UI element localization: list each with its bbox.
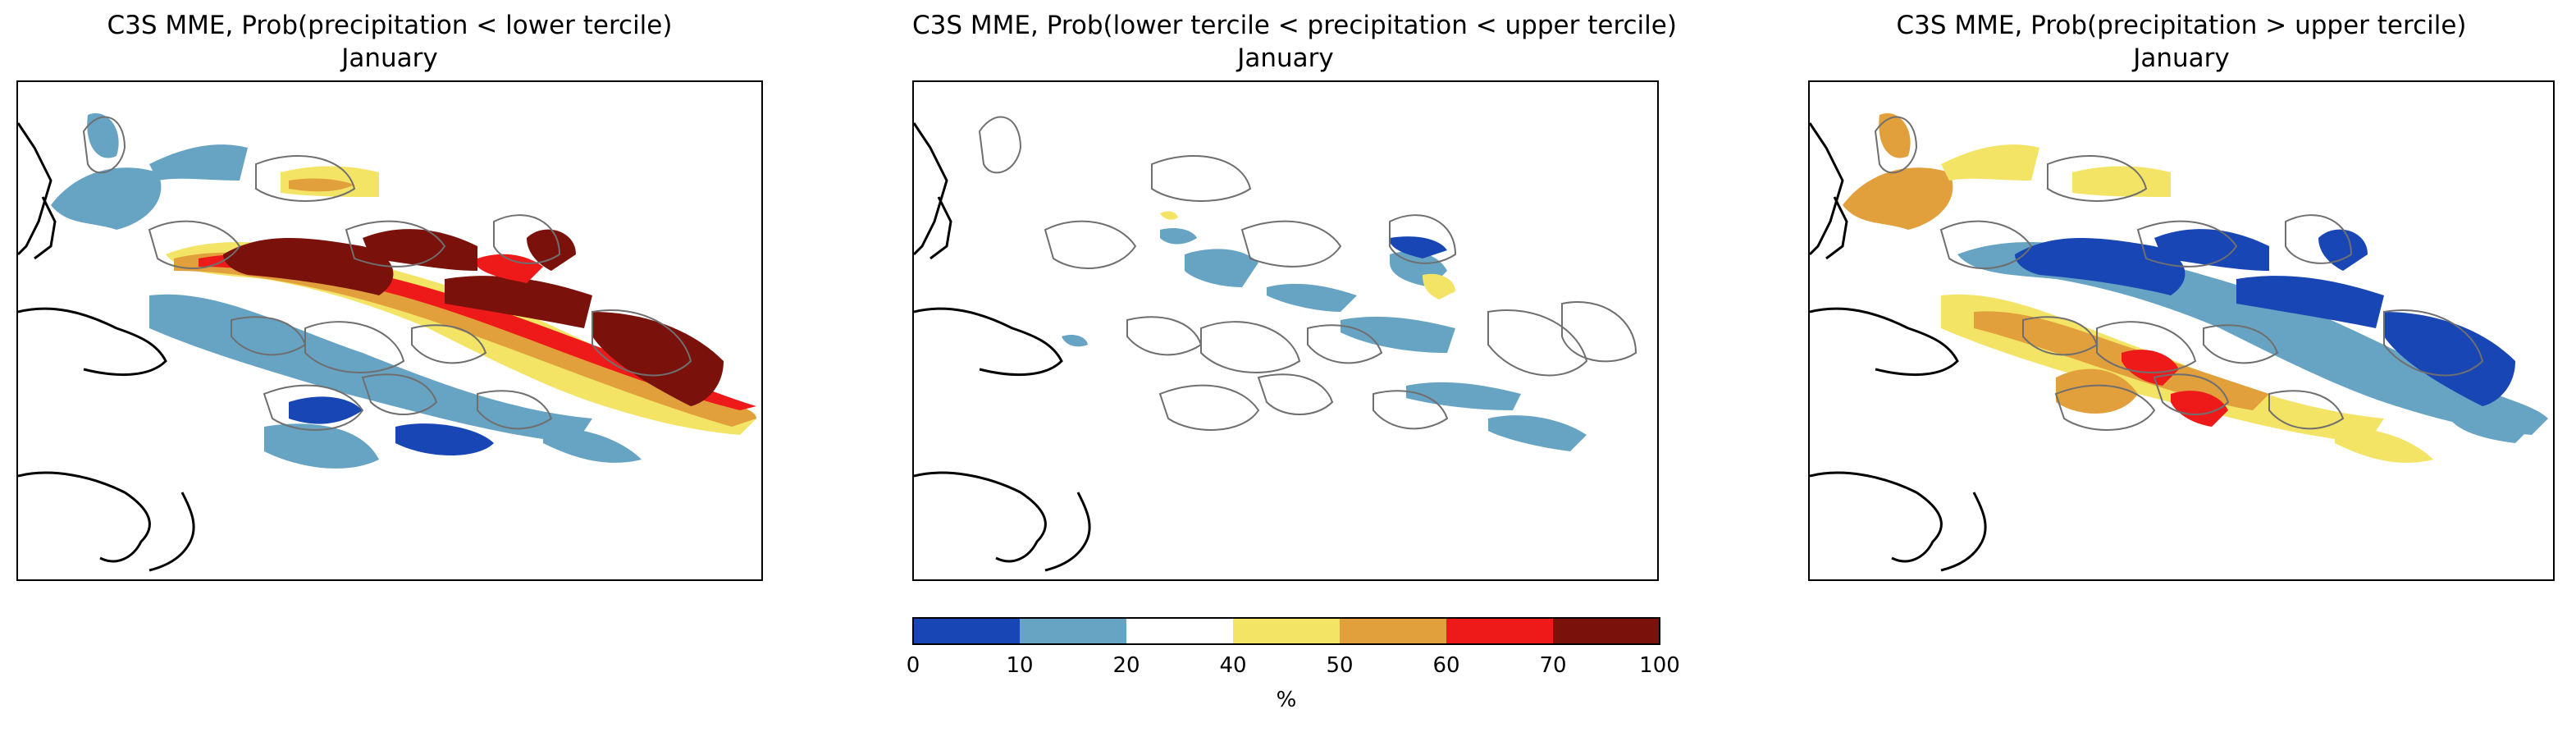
- probability-map: [18, 113, 756, 572]
- region-outlines: [1874, 116, 2484, 431]
- region-outlines: [82, 116, 692, 431]
- colorbar-swatch: [913, 618, 1020, 644]
- colorbar-tick-label: 40: [1219, 653, 1247, 678]
- colorbar-tick-label: 100: [1639, 653, 1680, 678]
- map-frame: [912, 80, 1659, 581]
- colorbar-tick-label: 20: [1112, 653, 1140, 678]
- coastlines: [18, 122, 195, 572]
- colorbar-swatch: [1020, 618, 1126, 644]
- colorbar-unit-label: %: [1276, 688, 1297, 712]
- colorbar-swatch: [1126, 618, 1233, 644]
- colorbar-tick-label: 50: [1326, 653, 1354, 678]
- colorbar-swatch: [1233, 618, 1340, 644]
- colorbar-tick-label: 70: [1539, 653, 1567, 678]
- region-outlines: [978, 116, 1637, 431]
- panel-subtitle: January: [1237, 43, 1334, 73]
- colorbar-swatch: [1446, 618, 1553, 644]
- map-frame: [1808, 80, 2555, 581]
- colorbar-tick-label: 60: [1432, 653, 1460, 678]
- map-frame: [16, 80, 763, 581]
- colorbar-frame: [912, 617, 1660, 645]
- panel-subtitle: January: [2133, 43, 2230, 73]
- panel-subtitle: January: [341, 43, 438, 73]
- colorbar-swatch: [1553, 618, 1660, 644]
- colorbar-swatch: [1340, 618, 1446, 644]
- panel-title: C3S MME, Prob(lower tercile < precipitat…: [912, 11, 1677, 40]
- probability-map: [1810, 113, 2548, 572]
- colorbar: [912, 617, 1660, 645]
- probability-map: [914, 116, 1637, 572]
- probability-shading: [1062, 211, 1587, 451]
- probability-shading: [1843, 113, 2548, 463]
- panel-title: C3S MME, Prob(precipitation > upper terc…: [1896, 11, 2467, 40]
- coastlines: [1810, 122, 1987, 572]
- panel-title: C3S MME, Prob(precipitation < lower terc…: [107, 11, 673, 40]
- colorbar-tick-label: 0: [906, 653, 920, 678]
- probability-shading: [51, 113, 756, 469]
- colorbar-tick-label: 10: [1006, 653, 1034, 678]
- coastlines: [914, 122, 1091, 572]
- colorbar-swatches: [912, 617, 1660, 645]
